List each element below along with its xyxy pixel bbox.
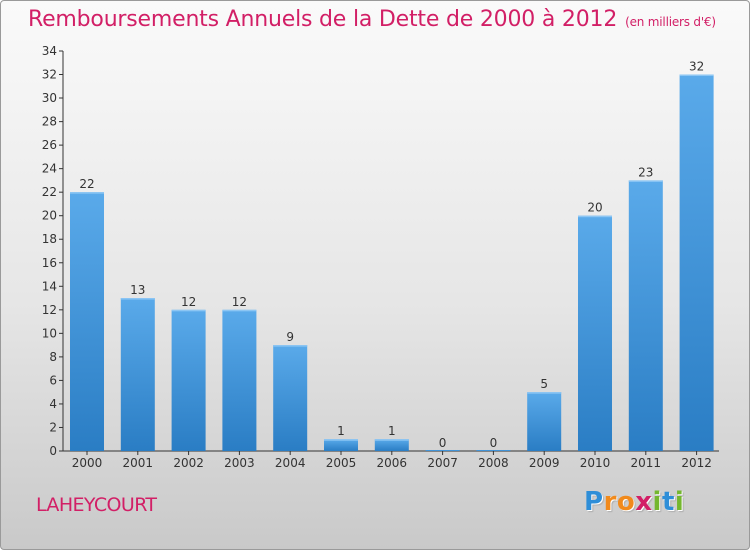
y-tick-label: 8 xyxy=(49,350,57,364)
x-tick-label: 2011 xyxy=(631,456,662,470)
x-tick-label: 2010 xyxy=(580,456,611,470)
x-tick-label: 2009 xyxy=(529,456,560,470)
bar-2012 xyxy=(679,74,714,451)
y-tick-label: 6 xyxy=(49,373,57,387)
bar-2005 xyxy=(324,439,358,451)
x-tick-label: 2000 xyxy=(72,456,103,470)
y-tick-label: 32 xyxy=(42,68,57,82)
bar-highlight xyxy=(628,180,663,182)
proxiti-logo: Proxiti xyxy=(584,487,684,517)
chart-data-labels: 22 13 12 12 9 1 1 0 0 5 20 23 32 xyxy=(79,60,704,450)
y-tick-label: 12 xyxy=(42,303,57,317)
x-tick-label: 2008 xyxy=(478,456,509,470)
bar-highlight xyxy=(578,215,612,218)
commune-name: LAHEYCOURT xyxy=(36,494,157,516)
data-label-2010: 20 xyxy=(587,201,602,215)
x-tick-label: 2004 xyxy=(275,456,306,470)
y-tick-label: 30 xyxy=(42,91,57,105)
x-tick-label: 2003 xyxy=(224,456,255,470)
x-tick-label: 2006 xyxy=(377,456,408,470)
chart-subtitle: (en milliers d'€) xyxy=(625,15,716,29)
logo-letter: r xyxy=(603,487,617,517)
data-label-2000: 22 xyxy=(79,177,94,191)
data-label-2009: 5 xyxy=(540,377,548,391)
logo-letter: i xyxy=(652,487,662,517)
data-label-2003: 12 xyxy=(232,295,247,309)
chart-bars xyxy=(70,74,714,452)
y-tick-label: 10 xyxy=(42,326,57,340)
x-tick-label: 2005 xyxy=(326,456,357,470)
data-label-2012: 32 xyxy=(689,60,704,74)
bar-2009 xyxy=(527,392,562,451)
bar-2007 xyxy=(425,450,460,451)
bar-2000 xyxy=(70,192,104,452)
bar-2002 xyxy=(171,309,206,451)
bar-highlight xyxy=(374,439,409,441)
bar-2008 xyxy=(476,450,511,451)
y-tick-label: 16 xyxy=(42,256,57,270)
y-tick-label: 0 xyxy=(49,444,57,458)
bar-highlight xyxy=(222,309,257,312)
data-label-2011: 23 xyxy=(638,165,653,179)
bar-highlight xyxy=(70,192,104,194)
data-label-2001: 13 xyxy=(130,283,145,297)
data-label-2006: 1 xyxy=(388,424,396,438)
bar-highlight xyxy=(171,309,206,312)
y-tick-label: 28 xyxy=(42,115,57,129)
bar-2010 xyxy=(578,215,612,451)
bar-highlight xyxy=(324,439,358,441)
logo-letter: x xyxy=(635,487,653,517)
logo-letter: t xyxy=(661,487,675,517)
bar-highlight xyxy=(527,392,562,394)
bar-2004 xyxy=(273,345,308,451)
bar-2001 xyxy=(120,298,155,451)
chart-title: Remboursements Annuels de la Dette de 20… xyxy=(28,7,716,32)
data-label-2007: 0 xyxy=(439,436,447,450)
x-tick-label: 2002 xyxy=(173,456,204,470)
y-tick-label: 14 xyxy=(42,279,57,293)
logo-letter: P xyxy=(584,487,604,517)
logo-letter: o xyxy=(616,487,636,517)
y-tick-label: 34 xyxy=(42,44,57,58)
x-tick-label: 2012 xyxy=(681,456,712,470)
y-tick-label: 4 xyxy=(49,397,57,411)
bar-highlight xyxy=(273,345,308,347)
data-label-2004: 9 xyxy=(286,330,294,344)
bar-2003 xyxy=(222,309,257,451)
x-tick-label: 2007 xyxy=(427,456,458,470)
y-tick-label: 22 xyxy=(42,185,57,199)
data-label-2005: 1 xyxy=(337,424,345,438)
bar-2011 xyxy=(628,180,663,452)
y-tick-label: 2 xyxy=(49,420,57,434)
bar-highlight xyxy=(120,298,155,300)
logo-letter: i xyxy=(674,487,685,517)
y-tick-label: 20 xyxy=(42,209,57,223)
data-label-2008: 0 xyxy=(490,436,498,450)
y-tick-label: 24 xyxy=(42,162,57,176)
bar-highlight xyxy=(679,74,714,77)
data-label-2002: 12 xyxy=(181,295,196,309)
bar-2006 xyxy=(374,439,409,451)
x-tick-label: 2001 xyxy=(123,456,154,470)
y-tick-label: 26 xyxy=(42,138,57,152)
y-tick-label: 18 xyxy=(42,232,57,246)
